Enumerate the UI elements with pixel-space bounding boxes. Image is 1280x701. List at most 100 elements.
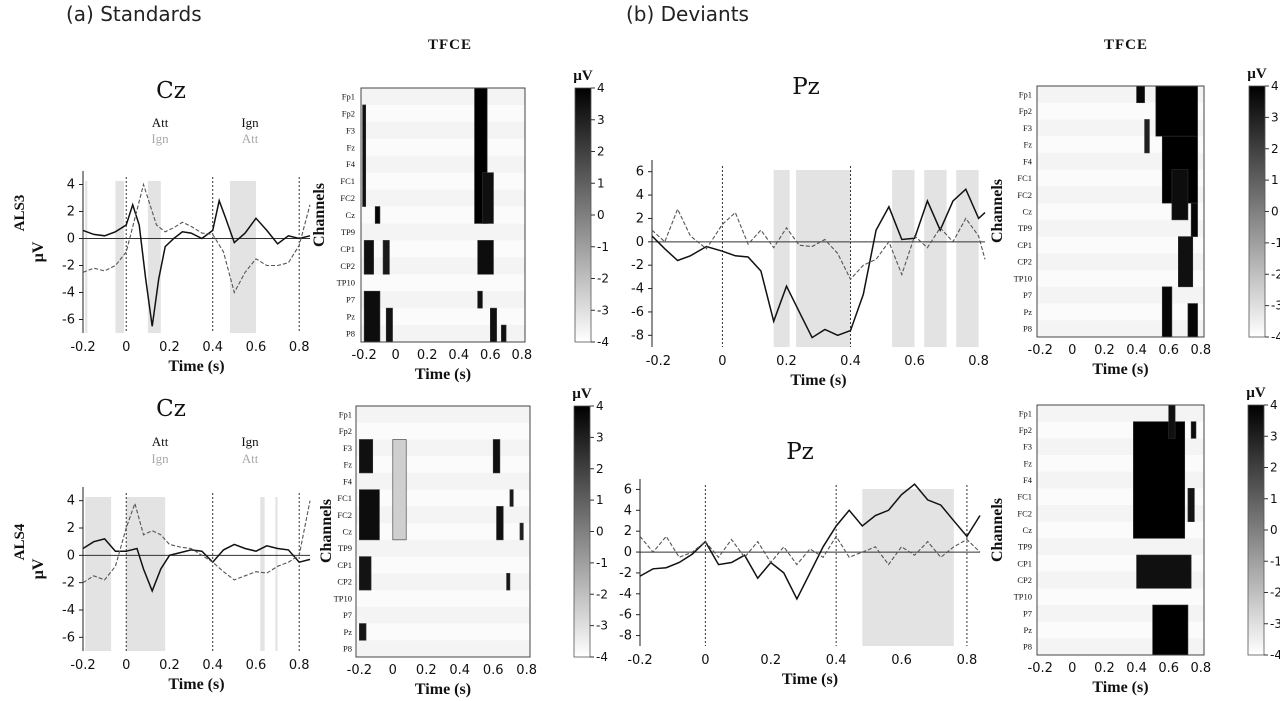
colorbar-tick-label: -3 (597, 303, 609, 317)
x-tick-label: 0 (718, 354, 726, 369)
colorbar-unit-label: µV (572, 386, 592, 402)
heatmap-cell-block (509, 489, 514, 507)
colorbar-tick-label: -1 (1270, 554, 1280, 568)
colorbar (1248, 85, 1266, 338)
channel-tick-label: F4 (346, 159, 356, 169)
colorbar (1247, 404, 1265, 656)
y-tick-label: -2 (62, 576, 75, 591)
colorbar-tick-label: 4 (596, 399, 604, 413)
colorbar-tick-label: 4 (1270, 398, 1278, 412)
channel-tick-label: Fp2 (1019, 106, 1032, 116)
colorbar-tick-label: 2 (597, 145, 605, 159)
y-tick-label: -6 (619, 608, 632, 623)
heatmap-cell-block (482, 172, 494, 224)
colorbar-tick-label: 1 (1271, 173, 1279, 187)
series-line-solid (639, 483, 981, 601)
channel-tick-label: F4 (1023, 156, 1033, 166)
heatmap-frame (355, 405, 531, 658)
colorbar-tick-label: -3 (596, 619, 608, 633)
heatmap-frame (360, 87, 526, 343)
heatmap-row-band (356, 523, 530, 540)
series-line-dashed (639, 535, 981, 566)
channel-tick-label: CP2 (340, 261, 355, 271)
tfce-panel-als3-standards: Fp1 Fp2 F3 Fz F4 FC1 FC2 Cz TP9 CP1 CP2 TP10 P7 Pz P8 -… (311, 37, 609, 383)
channel-tick-label: FC1 (1017, 173, 1032, 183)
channel-tick-label: Fz (1024, 140, 1033, 150)
y-tick-label: -6 (62, 313, 75, 328)
heatmap-cell-block (1136, 554, 1192, 589)
heatmap-cell-block (492, 439, 501, 474)
y-tick-label: 0 (636, 235, 644, 250)
shaded-interval (115, 181, 125, 333)
x-tick-label: 0.2 (1094, 343, 1115, 358)
colorbar-tick-label: -2 (596, 587, 608, 601)
series-line-dashed (82, 500, 311, 584)
channel-tick-label: CP2 (1017, 257, 1032, 267)
heatmap-cell-block (506, 573, 511, 591)
erp-panel-als3-standards: -6 -4 -2 0 2 4 -0.2 0 0.2 0.4 0.6 0.8 Time (s) µV Cz At… (30, 78, 311, 375)
x-tick-label: 0.6 (246, 340, 267, 355)
shaded-interval (260, 497, 265, 651)
channel-tick-label: TP10 (337, 278, 355, 288)
colorbar-tick-label: 3 (596, 430, 604, 444)
x-tick-label: -0.2 (646, 354, 671, 369)
heatmap-cell-block (1133, 421, 1186, 539)
shaded-interval (85, 181, 88, 333)
heatmap-cell-block (501, 324, 507, 343)
row-label-als3: ALS3 (12, 195, 28, 232)
channel-tick-label: CP2 (1017, 575, 1032, 585)
colorbar (573, 405, 591, 658)
y-tick-label: 0 (67, 232, 75, 247)
y-tick-label: -8 (619, 629, 632, 644)
series-line-solid (651, 187, 986, 339)
channel-tick-label: FC1 (1017, 492, 1032, 502)
legend-entry: Ign (151, 131, 169, 146)
row-label-als4: ALS4 (12, 523, 28, 560)
y-tick-label: 4 (624, 503, 632, 518)
channel-tick-label: F3 (1023, 442, 1032, 452)
heatmap-cell-block (363, 290, 381, 343)
y-tick-label: 6 (636, 165, 644, 180)
heatmap-cell-block (1161, 286, 1173, 338)
colorbar-tick-label: -4 (596, 650, 608, 664)
heatmap-frame (1036, 85, 1205, 338)
y-tick-label: -2 (619, 566, 632, 581)
shaded-interval (85, 497, 112, 651)
y-tick-label: -6 (631, 305, 644, 320)
colorbar-tick-label: -3 (1271, 299, 1280, 313)
heatmap-cell-block (359, 556, 372, 591)
heatmap-cell-block (359, 489, 380, 541)
heatmap-row-band (356, 456, 530, 473)
y-tick-label: 4 (636, 188, 644, 203)
colorbar-tick-label: -4 (1271, 330, 1280, 344)
x-axis-label: Time (s) (1092, 361, 1148, 378)
channel-tick-label: P7 (346, 295, 355, 305)
colorbar-tick-label: 3 (1271, 110, 1279, 124)
erp-channel-title: Pz (792, 74, 820, 100)
x-tick-label: 0.4 (202, 340, 223, 355)
channel-tick-label: Fp2 (342, 108, 355, 118)
channel-tick-label: CP1 (337, 560, 352, 570)
legend-entry: Ign (241, 115, 259, 130)
heatmap-row-band (356, 489, 530, 507)
heatmap-row-band (1037, 236, 1204, 254)
x-tick-label: 0 (701, 653, 709, 668)
heatmap-cell-block (519, 522, 524, 541)
colorbar-tick-label: 3 (1270, 429, 1278, 443)
heatmap-cell-block (392, 439, 407, 541)
legend-entry: Att (242, 131, 259, 146)
x-tick-label: 0 (389, 663, 397, 678)
colorbar-tick-label: -2 (1271, 267, 1280, 281)
heatmap-cell-block (1144, 119, 1150, 154)
y-tick-label: 0 (67, 548, 75, 563)
channel-tick-label: Cz (346, 210, 356, 220)
channel-tick-label: F4 (1023, 475, 1033, 485)
channel-tick-label: FC1 (337, 493, 352, 503)
colorbar-tick-label: -4 (597, 335, 609, 349)
heatmap-cell-block (385, 307, 393, 343)
y-axis-label: µV (30, 241, 47, 262)
x-tick-label: 0.6 (891, 653, 912, 668)
legend-entry: Ign (151, 451, 169, 466)
x-tick-label: 0.2 (416, 663, 437, 678)
